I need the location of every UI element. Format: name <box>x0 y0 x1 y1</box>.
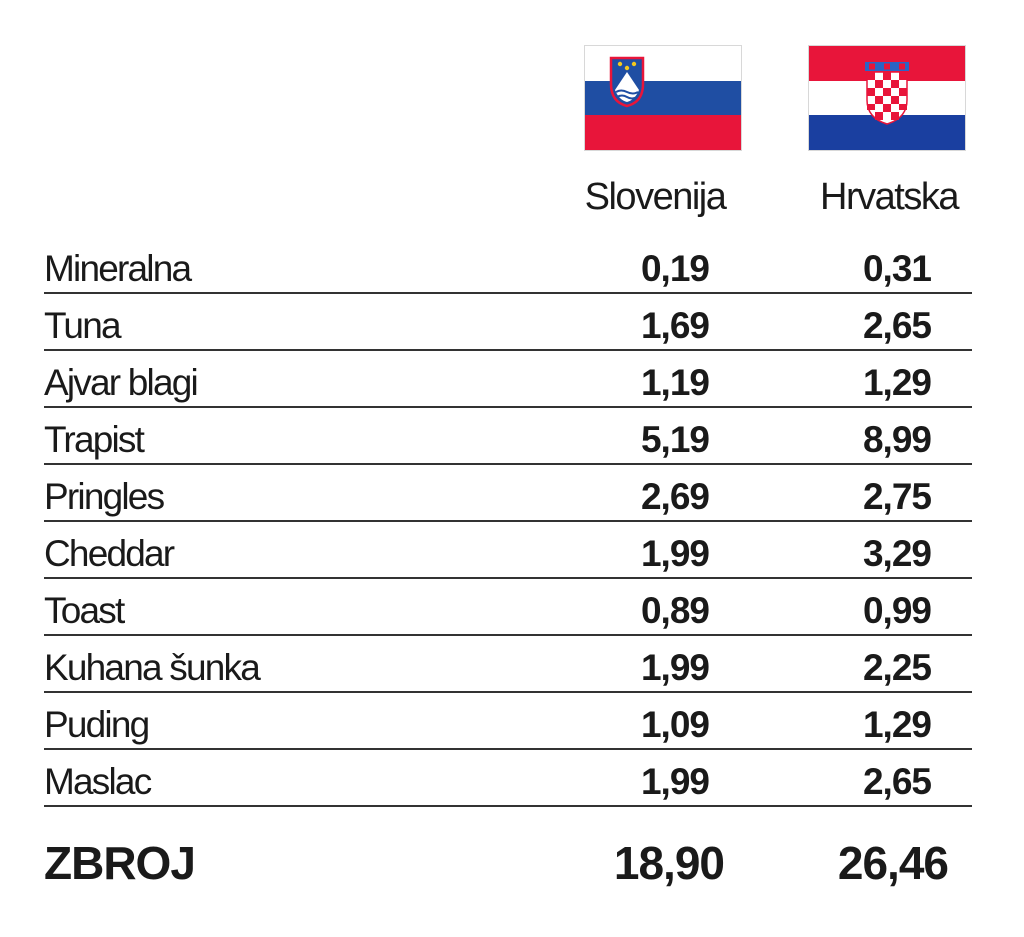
column-header-slovenija: Slovenija <box>584 176 727 218</box>
price-hrvatska: 8,99 <box>862 419 932 460</box>
price-hrvatska: 1,29 <box>862 362 932 403</box>
slovenia-flag-icon <box>585 46 741 150</box>
total-label: ZBROJ <box>44 837 196 889</box>
price-hrvatska: 0,31 <box>862 248 932 289</box>
table-row: Puding 1,09 1,29 <box>44 691 972 750</box>
product-name: Kuhana šunka <box>44 647 261 688</box>
table-row: Maslac 1,99 2,65 <box>44 748 972 807</box>
price-hrvatska: 2,75 <box>862 476 932 517</box>
table-row: Toast 0,89 0,99 <box>44 577 972 636</box>
total-row: ZBROJ 18,90 26,46 <box>44 836 972 896</box>
table-row: Mineralna 0,19 0,31 <box>44 235 972 294</box>
price-slovenija: 5,19 <box>640 419 710 460</box>
product-name: Maslac <box>44 761 152 802</box>
price-hrvatska: 1,29 <box>862 704 932 745</box>
price-hrvatska: 0,99 <box>862 590 932 631</box>
table-row: Ajvar blagi 1,19 1,29 <box>44 349 972 408</box>
table-row: Trapist 5,19 8,99 <box>44 406 972 465</box>
column-header-hrvatska: Hrvatska <box>820 176 959 218</box>
product-name: Ajvar blagi <box>44 362 199 403</box>
price-slovenija: 1,09 <box>640 704 710 745</box>
price-slovenija: 1,99 <box>640 647 710 688</box>
price-slovenija: 1,19 <box>640 362 710 403</box>
price-slovenija: 1,69 <box>640 305 710 346</box>
table-row: Kuhana šunka 1,99 2,25 <box>44 634 972 693</box>
price-slovenija: 1,99 <box>640 533 710 574</box>
product-name: Mineralna <box>44 248 192 289</box>
croatia-flag-icon <box>809 46 965 150</box>
price-hrvatska: 2,65 <box>862 761 932 802</box>
table-row: Tuna 1,69 2,65 <box>44 292 972 351</box>
table-row: Cheddar 1,99 3,29 <box>44 520 972 579</box>
price-hrvatska: 3,29 <box>862 533 932 574</box>
price-slovenija: 0,89 <box>640 590 710 631</box>
product-name: Cheddar <box>44 533 175 574</box>
product-name: Puding <box>44 704 150 745</box>
product-name: Trapist <box>44 419 145 460</box>
product-name: Pringles <box>44 476 165 517</box>
table-row: Pringles 2,69 2,75 <box>44 463 972 522</box>
product-name: Toast <box>44 590 125 631</box>
price-slovenija: 2,69 <box>640 476 710 517</box>
product-name: Tuna <box>44 305 122 346</box>
price-slovenija: 1,99 <box>640 761 710 802</box>
total-hrvatska: 26,46 <box>837 837 949 889</box>
price-slovenija: 0,19 <box>640 248 710 289</box>
total-slovenija: 18,90 <box>613 837 725 889</box>
price-hrvatska: 2,25 <box>862 647 932 688</box>
price-hrvatska: 2,65 <box>862 305 932 346</box>
